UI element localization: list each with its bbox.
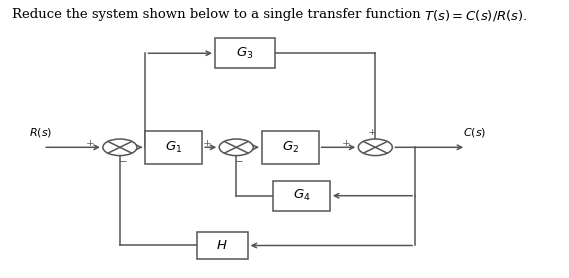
Circle shape bbox=[219, 139, 253, 156]
Bar bbox=[215, 38, 275, 68]
Bar bbox=[196, 232, 248, 259]
Text: $G_1$: $G_1$ bbox=[165, 140, 183, 155]
Text: $G_4$: $G_4$ bbox=[292, 188, 310, 203]
Text: $-$: $-$ bbox=[118, 156, 127, 165]
Text: Reduce the system shown below to a single transfer function: Reduce the system shown below to a singl… bbox=[12, 8, 425, 21]
Text: $G_2$: $G_2$ bbox=[282, 140, 299, 155]
Text: $C(s)$: $C(s)$ bbox=[463, 126, 486, 139]
Text: +: + bbox=[368, 128, 377, 137]
Bar bbox=[262, 131, 319, 164]
Text: $-$: $-$ bbox=[234, 156, 244, 165]
Bar bbox=[146, 131, 202, 164]
Circle shape bbox=[103, 139, 137, 156]
Text: +: + bbox=[86, 139, 95, 148]
Circle shape bbox=[358, 139, 393, 156]
Text: $R(s)$: $R(s)$ bbox=[29, 126, 52, 139]
Bar bbox=[273, 181, 330, 211]
Text: $H$: $H$ bbox=[216, 239, 228, 252]
Text: +: + bbox=[203, 139, 211, 148]
Text: $T(s) = C(s)/R(s).$: $T(s) = C(s)/R(s).$ bbox=[423, 8, 527, 23]
Text: $G_3$: $G_3$ bbox=[236, 46, 253, 61]
Text: +: + bbox=[341, 139, 350, 148]
